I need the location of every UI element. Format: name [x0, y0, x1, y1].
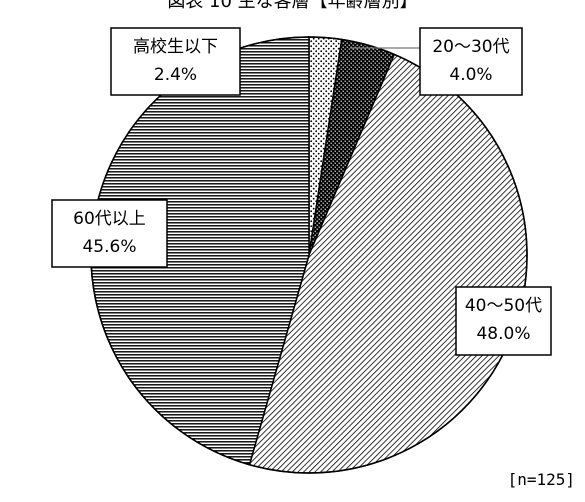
chart-title: 図表 10 主な客層【年齢層別】: [167, 0, 418, 12]
data-label-value-3: 45.6%: [82, 237, 136, 257]
data-label-2: 40～50代 48.0%: [455, 286, 552, 356]
data-label-3: 60代以上 45.6%: [51, 199, 168, 268]
pie-slices: [90, 36, 528, 474]
sample-size-note: [n=125]: [507, 470, 575, 489]
data-label-value-1: 4.0%: [449, 65, 492, 85]
data-label-value-0: 2.4%: [154, 65, 197, 85]
data-label-category-1: 20～30代: [432, 37, 509, 57]
pie-labels: 高校生以下 2.4% 20～30代 4.0% 40～50代 48.0% 60代以上 45.6%: [51, 27, 552, 356]
data-label-box-2: [455, 286, 552, 356]
data-label-category-2: 40～50代: [465, 296, 542, 316]
data-label-value-2: 48.0%: [476, 324, 530, 344]
data-label-box-1: [419, 27, 523, 96]
data-label-0: 高校生以下 2.4%: [110, 27, 241, 96]
data-label-category-3: 60代以上: [73, 209, 146, 229]
data-label-category-0: 高校生以下: [133, 37, 218, 57]
data-label-1: 20～30代 4.0%: [419, 27, 523, 96]
data-label-box-0: [110, 27, 241, 96]
data-label-box-3: [51, 199, 168, 268]
